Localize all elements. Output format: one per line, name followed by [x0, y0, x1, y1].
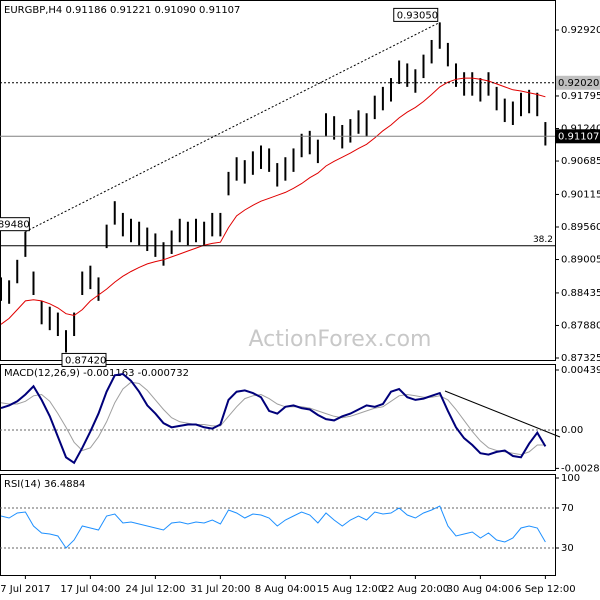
annotation-box — [61, 352, 107, 367]
level-label: 38.2 — [533, 235, 553, 245]
level-label: 0.91107 — [558, 131, 599, 142]
trendline — [25, 21, 440, 233]
y-tick-label: 0.90115 — [561, 189, 600, 200]
x-tick-label: 7 Jul 2017 — [0, 584, 50, 595]
macd-title: MACD(12,26,9) -0.001163 -0.000732 — [4, 368, 189, 379]
series-line — [0, 77, 546, 325]
annotation-label: 0.93050 — [397, 10, 438, 21]
y-tick-label: 0.89560 — [561, 222, 600, 233]
y-tick-label: 0.90685 — [561, 156, 600, 167]
chart-title: EURGBP,H4 0.91186 0.91221 0.91090 0.9110… — [4, 5, 240, 16]
series-line — [0, 372, 547, 465]
level-box — [556, 129, 600, 144]
x-tick-label: 22 Aug 20:00 — [382, 584, 449, 595]
y-tick-label: 0.92920 — [561, 25, 600, 36]
y-tick-label: 70 — [561, 503, 574, 514]
x-tick-label: 15 Aug 12:00 — [317, 584, 384, 595]
annotation-label: 0.87420 — [65, 355, 106, 366]
watermark: ActionForex.com — [249, 327, 432, 352]
rsi-frame — [0, 474, 556, 576]
main-frame — [0, 0, 556, 361]
y-tick-label: 100 — [561, 473, 580, 484]
rsi-title: RSI(14) 36.4884 — [4, 479, 85, 490]
x-tick-label: 30 Aug 04:00 — [447, 584, 514, 595]
x-tick-label: 8 Aug 04:00 — [255, 584, 316, 595]
y-tick-label: 30 — [561, 543, 574, 554]
annotation-box — [393, 7, 439, 22]
y-tick-label: 0.91795 — [561, 91, 600, 102]
series-line — [0, 505, 546, 549]
y-tick-label: -0.002809 — [561, 463, 600, 474]
x-tick-label: 17 Jul 04:00 — [60, 584, 120, 595]
annotation-label: 0.89480 — [0, 220, 30, 231]
y-tick-label: 0.91240 — [561, 124, 600, 135]
y-tick-label: 0.88435 — [561, 288, 600, 299]
macd-frame — [0, 364, 556, 471]
y-tick-label: 0.87880 — [561, 320, 600, 331]
x-tick-label: 31 Jul 20:00 — [190, 584, 250, 595]
annotation-box — [0, 217, 30, 232]
macd-trendline — [444, 390, 561, 438]
level-box — [556, 75, 600, 90]
y-tick-label: 0.00 — [561, 425, 583, 436]
y-tick-label: 0.87325 — [561, 353, 600, 364]
x-tick-label: 24 Jul 12:00 — [125, 584, 185, 595]
x-tick-label: 6 Sep 12:00 — [515, 584, 575, 595]
level-label: 0.92020 — [558, 78, 599, 89]
y-tick-label: 0.00439 — [561, 365, 600, 376]
y-tick-label: 0.89005 — [561, 255, 600, 266]
series-line — [0, 381, 546, 456]
